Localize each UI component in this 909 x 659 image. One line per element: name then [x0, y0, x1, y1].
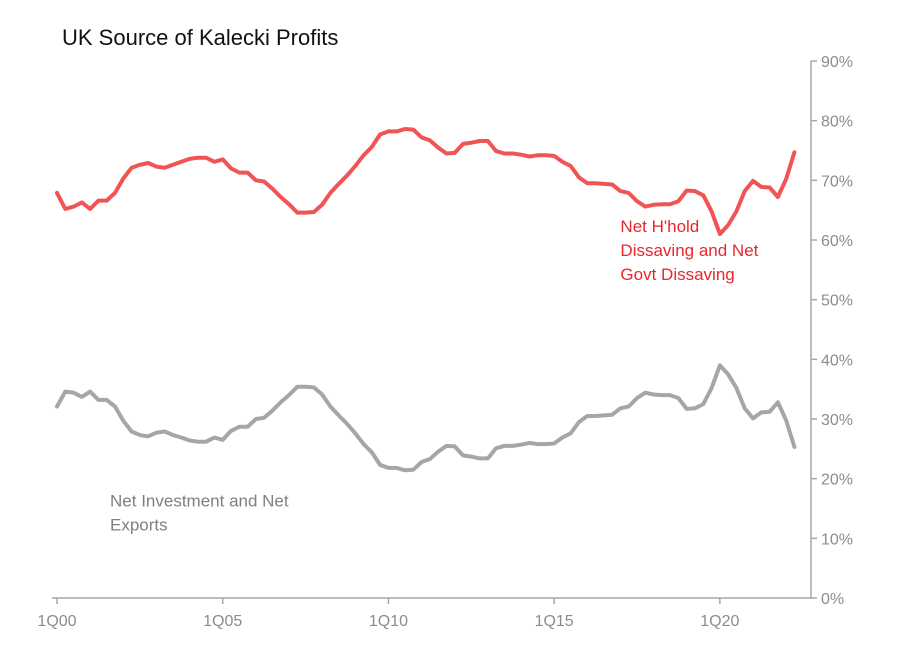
- axis-ticks: 0% 10% 20% 30% 40% 50% 60% 70% 80% 90% 1Q00 1Q05 1Q1…: [37, 54, 853, 630]
- annotation-line: Net Investment and Net: [110, 492, 289, 511]
- y-tick-label: 40%: [821, 352, 853, 369]
- annotation-line: Dissaving and Net: [620, 241, 758, 260]
- annotation-line: Exports: [110, 516, 168, 535]
- x-tick-label: 1Q05: [203, 613, 242, 630]
- y-tick-label: 0%: [821, 591, 844, 608]
- series-line-household-govt-dissaving: [55, 127, 797, 236]
- x-tick-label: 1Q00: [37, 613, 76, 630]
- y-tick-label: 80%: [821, 114, 853, 131]
- x-tick-label: 1Q20: [700, 613, 739, 630]
- x-tick-label: 1Q15: [535, 613, 574, 630]
- x-tick-label: 1Q10: [369, 613, 408, 630]
- annotation-line: Net H'hold: [620, 217, 699, 236]
- y-tick-label: 90%: [821, 54, 853, 71]
- series-line-investment-exports: [55, 363, 797, 473]
- y-tick-label: 20%: [821, 472, 853, 489]
- annotation-line: Govt Dissaving: [620, 265, 734, 284]
- y-tick-label: 70%: [821, 173, 853, 190]
- y-tick-label: 60%: [821, 233, 853, 250]
- chart-title: UK Source of Kalecki Profits: [62, 25, 338, 50]
- chart-annotations: Net H'hold Dissaving and Net Govt Dissavin…: [110, 217, 759, 534]
- y-tick-label: 10%: [821, 531, 853, 548]
- y-tick-label: 50%: [821, 293, 853, 310]
- y-tick-label: 30%: [821, 412, 853, 429]
- series-lines: [55, 127, 797, 473]
